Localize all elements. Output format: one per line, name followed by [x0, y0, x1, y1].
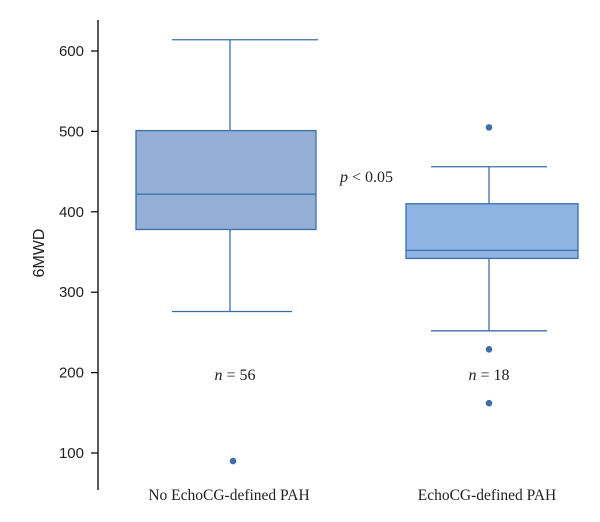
p-value-annotation: p < 0.05: [339, 169, 393, 186]
y-tick-label: 300: [59, 284, 84, 301]
y-tick-label: 500: [59, 123, 84, 140]
y-axis-label: 6MWD: [31, 229, 48, 278]
outlier-point: [485, 345, 493, 353]
n-label-no-pah: n = 56: [214, 367, 255, 384]
iqr-box: [405, 203, 579, 260]
y-axis-ticks: 100 200 300 400 500 600: [59, 43, 98, 462]
boxes-group: [135, 39, 579, 465]
category-label-pah: EchoCG-defined PAH: [418, 487, 556, 504]
n-label-pah: n = 18: [468, 367, 509, 384]
y-tick-label: 200: [59, 365, 84, 382]
y-tick-label: 600: [59, 43, 84, 60]
outlier-point: [229, 457, 237, 465]
category-label-no-pah: No EchoCG-defined PAH: [148, 487, 309, 504]
iqr-box: [135, 129, 317, 231]
y-tick-label: 400: [59, 204, 84, 221]
y-tick-label: 100: [59, 445, 84, 462]
outlier-point: [485, 399, 493, 407]
outlier-point: [485, 124, 493, 131]
